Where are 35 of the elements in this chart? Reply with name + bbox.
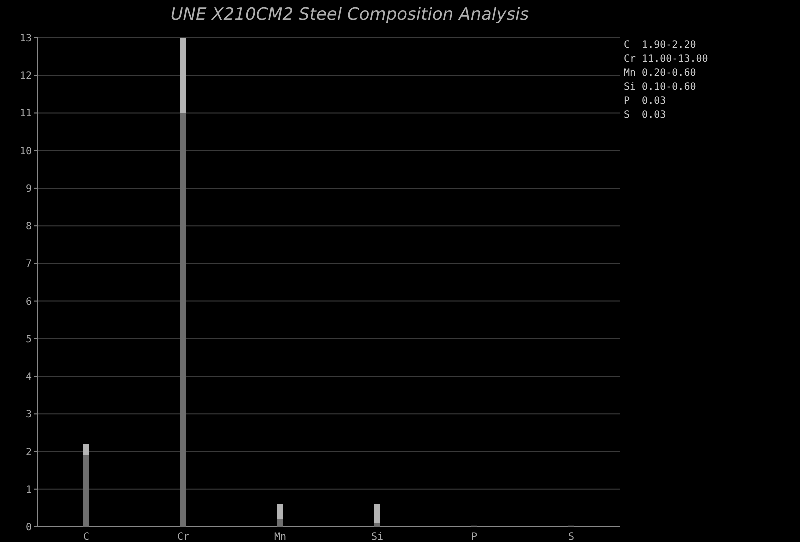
x-tick-label: C bbox=[83, 532, 90, 542]
bar bbox=[278, 519, 284, 527]
y-tick-label: 5 bbox=[26, 334, 32, 346]
x-tick-label: Cr bbox=[177, 532, 190, 542]
y-tick-label: 13 bbox=[20, 34, 32, 44]
bar bbox=[374, 523, 380, 527]
bar bbox=[180, 113, 186, 527]
y-tick-label: 11 bbox=[20, 108, 32, 120]
y-tick-label: 8 bbox=[26, 222, 32, 233]
y-tick-label: 10 bbox=[20, 146, 32, 158]
text: Mn 0.20-0.60 bbox=[624, 68, 696, 79]
x-tick-label: Mn bbox=[274, 532, 287, 542]
y-tick-label: 2 bbox=[26, 447, 32, 458]
bar bbox=[84, 444, 90, 456]
y-tick-label: 6 bbox=[26, 296, 32, 308]
x-tick-label: S bbox=[568, 532, 575, 542]
y-tick-label: 3 bbox=[26, 410, 32, 421]
bar bbox=[374, 504, 380, 524]
bar bbox=[180, 38, 186, 114]
y-tick-label: 1 bbox=[26, 484, 32, 496]
text: P 0.03 bbox=[624, 96, 666, 107]
text: S 0.03 bbox=[624, 110, 666, 121]
y-tick-label: 9 bbox=[26, 184, 32, 195]
chart-title: UNE X210CM2 Steel Composition Analysis bbox=[170, 5, 530, 25]
y-tick-label: 7 bbox=[26, 259, 32, 270]
bar bbox=[278, 504, 284, 520]
x-tick-label: P bbox=[471, 532, 478, 542]
bar bbox=[84, 456, 90, 527]
text: Si 0.10-0.60 bbox=[624, 82, 696, 93]
y-tick-label: 0 bbox=[26, 522, 32, 534]
y-tick-label: 4 bbox=[26, 372, 32, 384]
text: Cr 11.00-13.00 bbox=[624, 54, 708, 65]
x-tick-label: Si bbox=[371, 532, 384, 542]
y-tick-label: 12 bbox=[20, 71, 32, 82]
text: C 1.90-2.20 bbox=[624, 40, 696, 51]
